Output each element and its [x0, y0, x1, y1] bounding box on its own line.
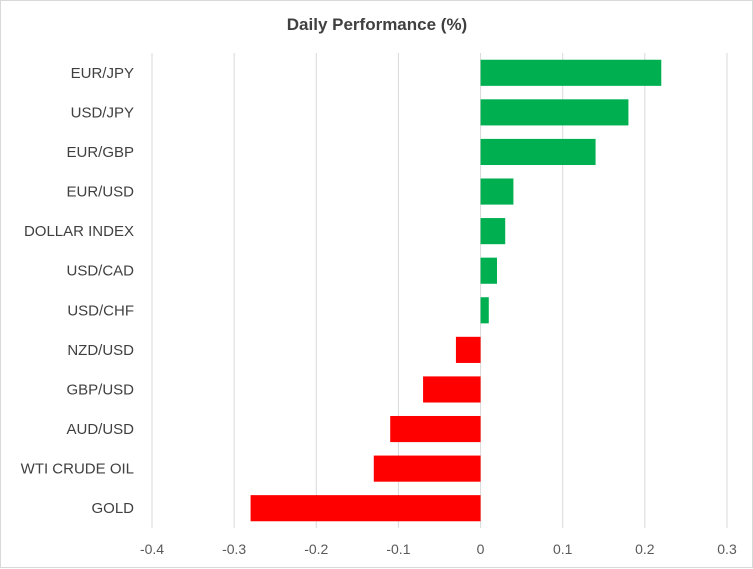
category-label: USD/CHF — [67, 302, 134, 319]
gridlines — [151, 53, 728, 528]
category-label: EUR/JPY — [71, 65, 134, 82]
category-label: GOLD — [91, 500, 134, 517]
category-label: DOLLAR INDEX — [24, 223, 134, 240]
bar-usd-cad — [480, 257, 497, 284]
bar-usd-jpy — [480, 99, 629, 126]
category-label: NZD/USD — [67, 342, 134, 359]
x-tick-label: -0.3 — [222, 541, 246, 557]
bar-gbp-usd — [423, 376, 481, 403]
category-label: AUD/USD — [66, 421, 134, 438]
category-label: USD/CAD — [66, 263, 134, 280]
category-label: EUR/GBP — [66, 144, 134, 161]
chart-title: Daily Performance (%) — [287, 15, 467, 34]
x-axis-tick-labels: -0.4 -0.3 -0.2 -0.1 0 0.1 0.2 0.3 — [140, 541, 737, 557]
x-tick-label: -0.4 — [140, 541, 164, 557]
category-label: EUR/USD — [66, 184, 134, 201]
category-label: USD/JPY — [71, 104, 134, 121]
bar-eur-jpy — [480, 59, 662, 86]
category-label: GBP/USD — [66, 381, 134, 398]
x-tick-label: 0.1 — [553, 541, 573, 557]
bar-eur-gbp — [480, 138, 596, 166]
category-label: WTI CRUDE OIL — [21, 461, 134, 478]
category-labels: EUR/JPY USD/JPY EUR/GBP EUR/USD DOLLAR INDEX… — [21, 65, 135, 517]
bar-aud-usd — [390, 415, 481, 443]
bars — [250, 59, 662, 522]
x-tick-label: -0.2 — [304, 541, 328, 557]
x-tick-label: 0.2 — [635, 541, 655, 557]
x-tick-label: 0 — [477, 541, 485, 557]
bar-dollar-index — [480, 218, 506, 245]
x-tick-label: -0.1 — [386, 541, 410, 557]
bar-nzd-usd — [455, 336, 481, 363]
bar-gold — [250, 495, 481, 522]
bar-usd-chf — [480, 297, 489, 324]
bar-wti-crude-oil — [373, 455, 481, 482]
x-tick-label: 0.3 — [717, 541, 737, 557]
bar-eur-usd — [480, 178, 514, 205]
